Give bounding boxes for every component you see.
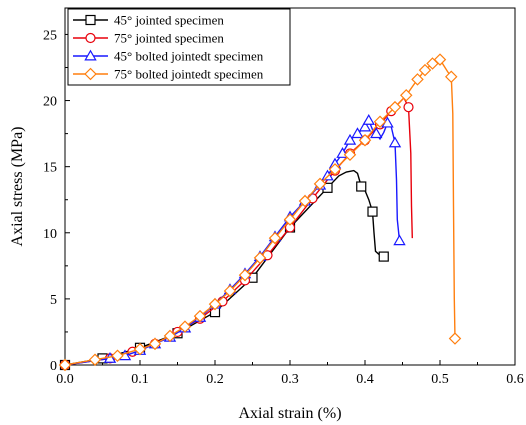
data-point	[313, 177, 327, 191]
data-point	[367, 206, 378, 217]
x-tick-label: 0.1	[131, 372, 149, 387]
data-point	[328, 163, 342, 176]
series-2	[59, 96, 414, 371]
legend-label: 75° jointed specimen	[114, 31, 224, 46]
data-point	[433, 53, 447, 66]
data-point	[448, 332, 462, 345]
data-point	[411, 73, 424, 86]
legend-entry: 75° bolted jointedt specimen	[73, 67, 264, 82]
data-point	[388, 100, 402, 114]
data-point	[393, 234, 406, 246]
data-point	[253, 251, 267, 265]
data-point	[343, 133, 357, 145]
data-point	[418, 63, 432, 77]
data-point	[298, 194, 312, 208]
data-point	[445, 70, 458, 84]
data-point	[111, 349, 124, 362]
data-point	[370, 127, 383, 139]
data-point	[321, 169, 334, 181]
legend-label: 45° jointed specimen	[114, 13, 224, 28]
legend-entry: 75° jointed specimen	[73, 31, 224, 46]
data-point	[378, 251, 389, 262]
y-axis-title: Axial stress (MPa)	[9, 127, 26, 247]
data-point	[58, 358, 72, 372]
data-point	[148, 337, 162, 351]
y-tick-label: 15	[43, 161, 57, 176]
x-axis-title: Axial strain (%)	[238, 405, 341, 422]
data-point	[88, 353, 102, 366]
data-point	[163, 329, 177, 343]
data-point	[223, 284, 237, 298]
y-tick-label: 5	[50, 293, 57, 308]
x-axis: 0.0 0.1 0.2 0.3 0.4 0.5 0.6	[56, 360, 524, 387]
legend-marker	[84, 67, 97, 81]
y-tick-label: 10	[43, 227, 57, 242]
data-point	[193, 309, 207, 323]
y-tick-label: 0	[50, 359, 57, 374]
data-point	[373, 115, 387, 128]
data-point	[403, 102, 414, 113]
series-1	[59, 169, 389, 371]
legend-marker	[85, 32, 96, 44]
x-tick-label: 0.5	[431, 372, 449, 387]
series-4	[58, 53, 462, 372]
legend-label: 45° bolted jointedt specimen	[114, 49, 264, 64]
data-point	[400, 89, 413, 102]
series-line	[64, 169, 385, 366]
series-layer	[58, 53, 462, 372]
x-tick-label: 0.3	[281, 372, 299, 387]
data-point	[178, 320, 192, 333]
data-point	[356, 181, 367, 192]
legend-box	[67, 8, 291, 86]
y-tick-label: 25	[43, 28, 57, 43]
legend-marker	[84, 49, 97, 61]
data-point	[133, 342, 147, 356]
legend-label: 75° bolted jointedt specimen	[114, 67, 264, 82]
data-point	[268, 231, 282, 245]
legend-entry: 45° bolted jointedt specimen	[73, 49, 264, 64]
y-tick-label: 20	[43, 95, 57, 110]
x-tick-label: 0.4	[356, 372, 374, 387]
data-point	[351, 127, 364, 139]
data-point	[343, 148, 357, 162]
x-tick-label: 0.2	[206, 372, 224, 387]
data-point	[208, 297, 222, 311]
legend-marker	[85, 14, 96, 26]
data-point	[388, 136, 402, 148]
legend-entry: 45° jointed specimen	[73, 13, 224, 28]
data-point	[283, 213, 297, 226]
data-point	[358, 133, 372, 147]
x-tick-label: 0.0	[56, 372, 74, 387]
data-point	[358, 120, 372, 132]
x-tick-label: 0.6	[506, 372, 524, 387]
legend: 45° jointed specimen 75° jointed specimen…	[67, 8, 291, 86]
data-point	[362, 114, 375, 125]
y-axis: 0 5 10 15 20 25	[43, 28, 70, 374]
data-point	[238, 268, 252, 282]
